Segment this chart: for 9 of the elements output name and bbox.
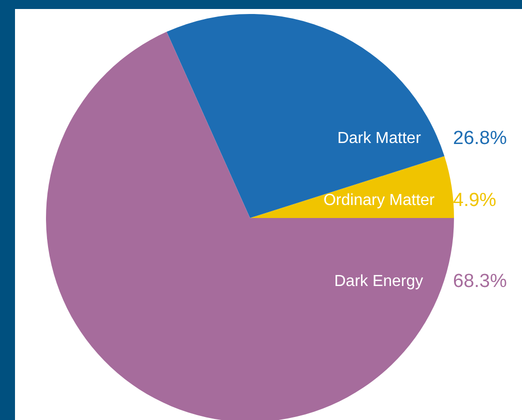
slice-label: Dark Matter — [337, 130, 422, 148]
data-label: 68.3% — [453, 270, 507, 292]
pie-slice — [46, 32, 454, 420]
data-label: 4.9% — [453, 190, 496, 211]
pie-slice — [166, 14, 444, 218]
data-label: 26.8% — [453, 128, 507, 150]
pie-slice — [250, 156, 454, 218]
slice-label: Dark Energy — [334, 272, 424, 290]
slice-label: Ordinary Matter — [323, 192, 436, 209]
